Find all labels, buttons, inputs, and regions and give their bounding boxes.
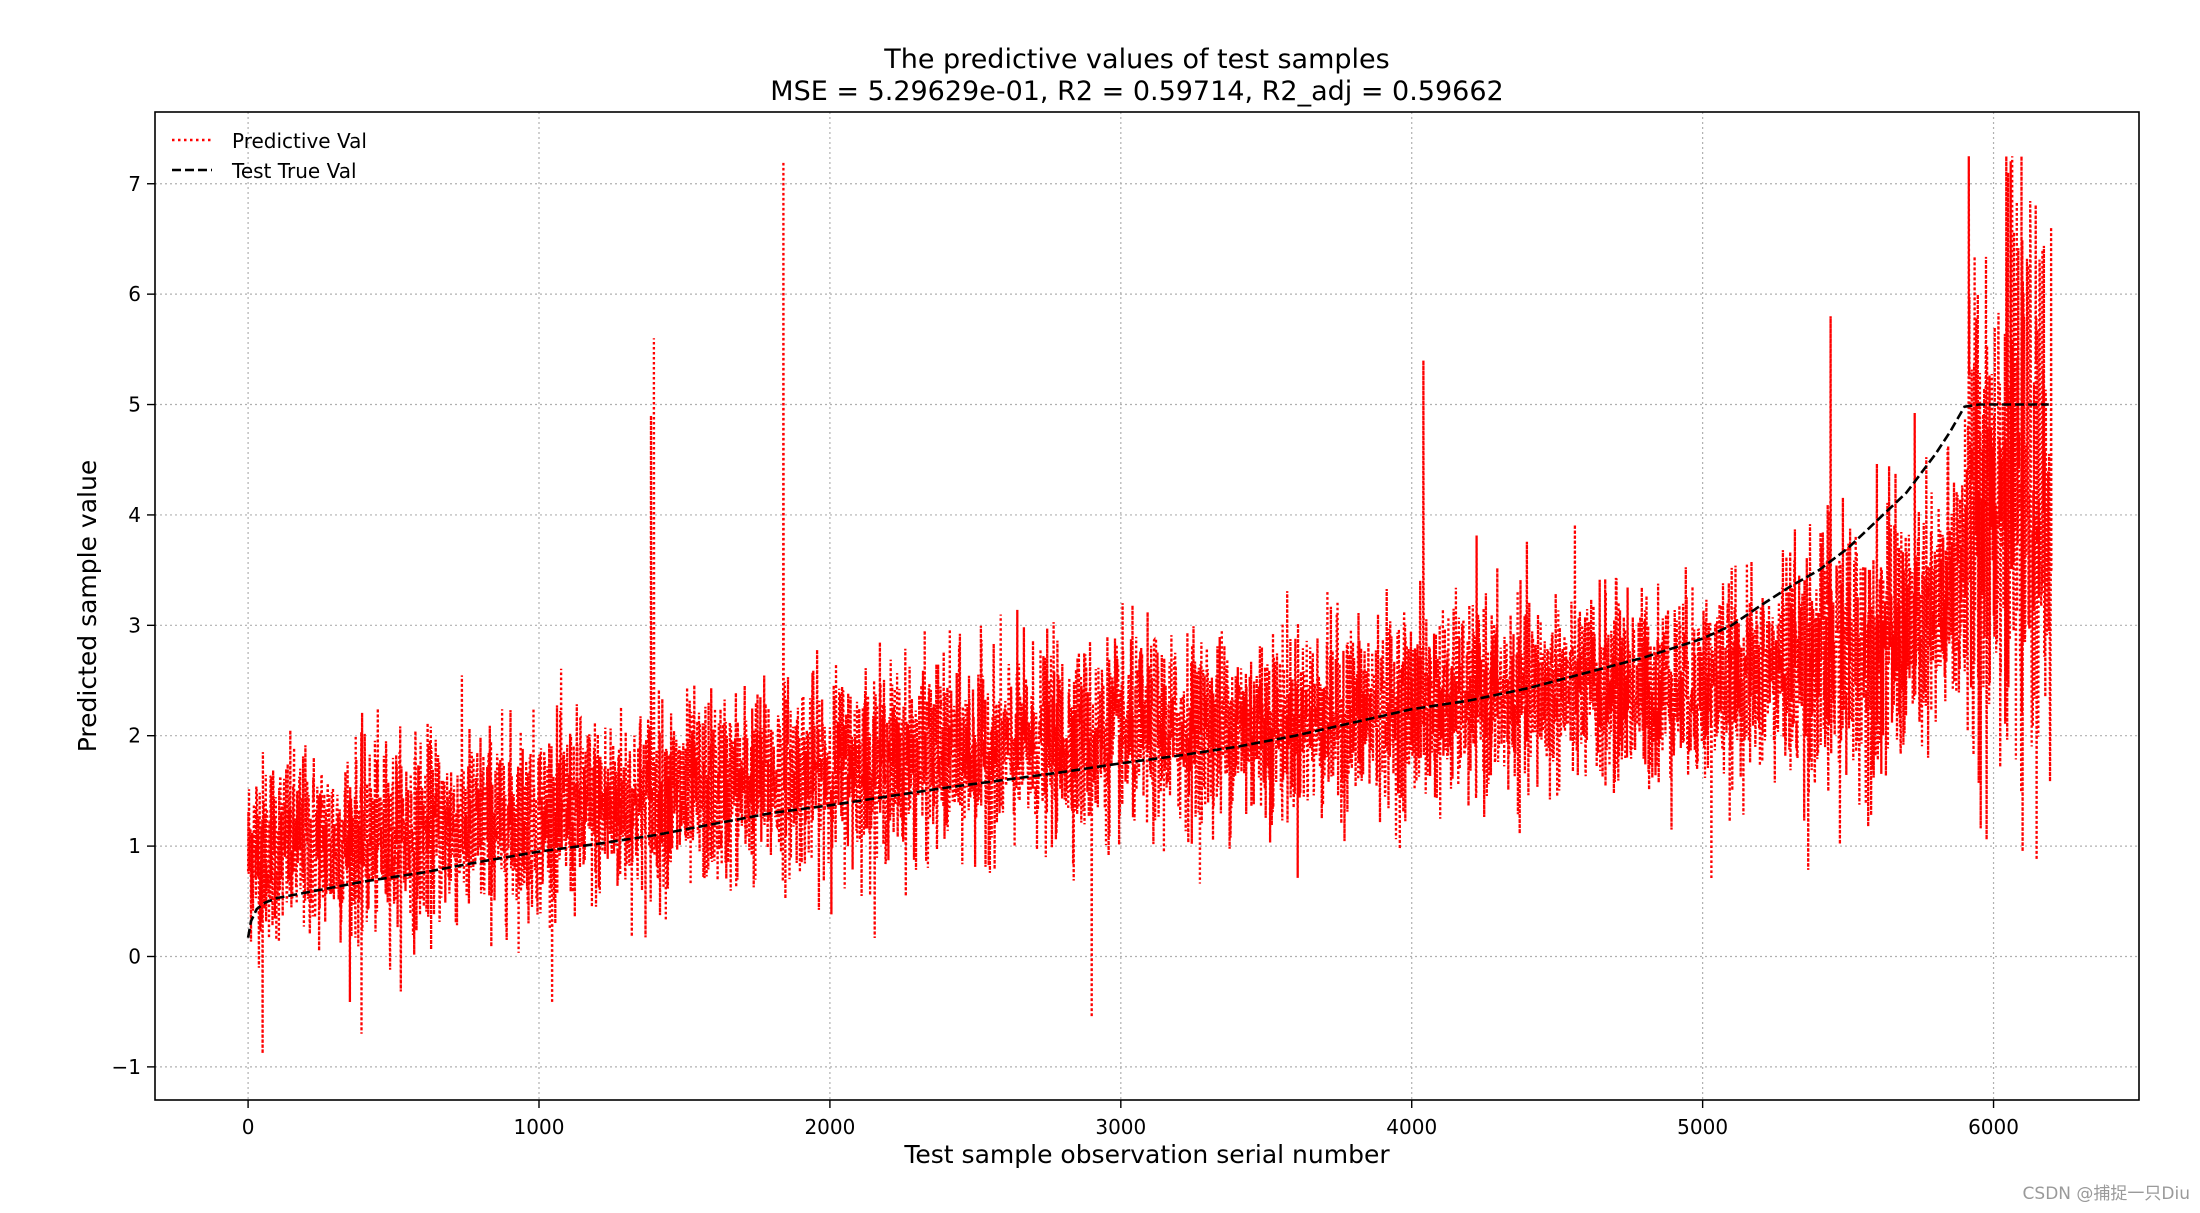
x-tick-label: 5000 — [1677, 1115, 1728, 1139]
x-tick-label: 4000 — [1386, 1115, 1437, 1139]
y-axis-ticks: −1 0 1 2 3 4 5 6 7 — [112, 172, 155, 1079]
x-tick-label: 1000 — [514, 1115, 565, 1139]
plot-area — [246, 156, 2053, 1054]
y-tick-label: 0 — [128, 944, 141, 968]
legend-label-predictive: Predictive Val — [232, 129, 367, 153]
y-tick-label: 1 — [128, 834, 141, 858]
series-true-line — [246, 403, 2049, 938]
series-predictive-line — [246, 156, 2053, 1054]
x-tick-label: 3000 — [1095, 1115, 1146, 1139]
y-tick-label: 5 — [128, 393, 141, 417]
x-axis-label: Test sample observation serial number — [903, 1140, 1390, 1169]
y-tick-label: 2 — [128, 724, 141, 748]
y-tick-label: 6 — [128, 282, 141, 306]
chart-title: The predictive values of test samples — [883, 44, 1389, 75]
x-tick-label: 0 — [242, 1115, 255, 1139]
watermark: CSDN @捕捉一只Diu — [2023, 1184, 2190, 1204]
y-tick-label: −1 — [112, 1055, 141, 1079]
legend: Predictive Val Test True Val — [172, 129, 367, 183]
x-tick-label: 2000 — [804, 1115, 855, 1139]
legend-label-true: Test True Val — [231, 159, 357, 183]
chart-subtitle: MSE = 5.29629e-01, R2 = 0.59714, R2_adj … — [770, 76, 1503, 107]
x-axis-ticks: 0 1000 2000 3000 4000 5000 6000 — [242, 1100, 2019, 1139]
y-axis-label: Predicted sample value — [73, 460, 102, 752]
x-tick-label: 6000 — [1968, 1115, 2019, 1139]
y-tick-label: 3 — [128, 613, 141, 637]
y-tick-label: 7 — [128, 172, 141, 196]
y-tick-label: 4 — [128, 503, 141, 527]
axes-frame — [154, 111, 2140, 1101]
